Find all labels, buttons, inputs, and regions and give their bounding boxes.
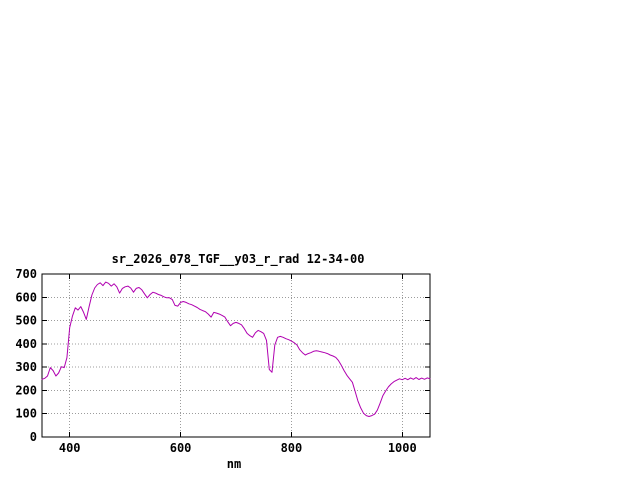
y-tick-label: 500 — [15, 314, 37, 328]
axis-ticks — [42, 273, 430, 438]
grid-lines — [42, 274, 430, 437]
x-tick-label: 400 — [59, 441, 81, 455]
y-tick-label: 100 — [15, 407, 37, 421]
y-tick-label: 600 — [15, 290, 37, 304]
x-tick-label: 600 — [170, 441, 192, 455]
y-tick-label: 300 — [15, 360, 37, 374]
spectrum-line — [41, 281, 431, 417]
y-tick-label: 200 — [15, 383, 37, 397]
y-tick-label: 400 — [15, 337, 37, 351]
y-tick-label: 0 — [30, 430, 37, 444]
chart-title: sr_2026_078_TGF__y03_r_rad 12-34-00 — [112, 252, 365, 267]
y-tick-label: 700 — [15, 267, 37, 281]
plot-border — [41, 273, 431, 438]
x-tick-label: 1000 — [388, 441, 417, 455]
tick-labels: 400 600 800 1000 0 100 200 300 400 500 600 700 — [15, 267, 416, 455]
x-tick-label: 800 — [281, 441, 303, 455]
x-axis-label: nm — [227, 457, 241, 471]
